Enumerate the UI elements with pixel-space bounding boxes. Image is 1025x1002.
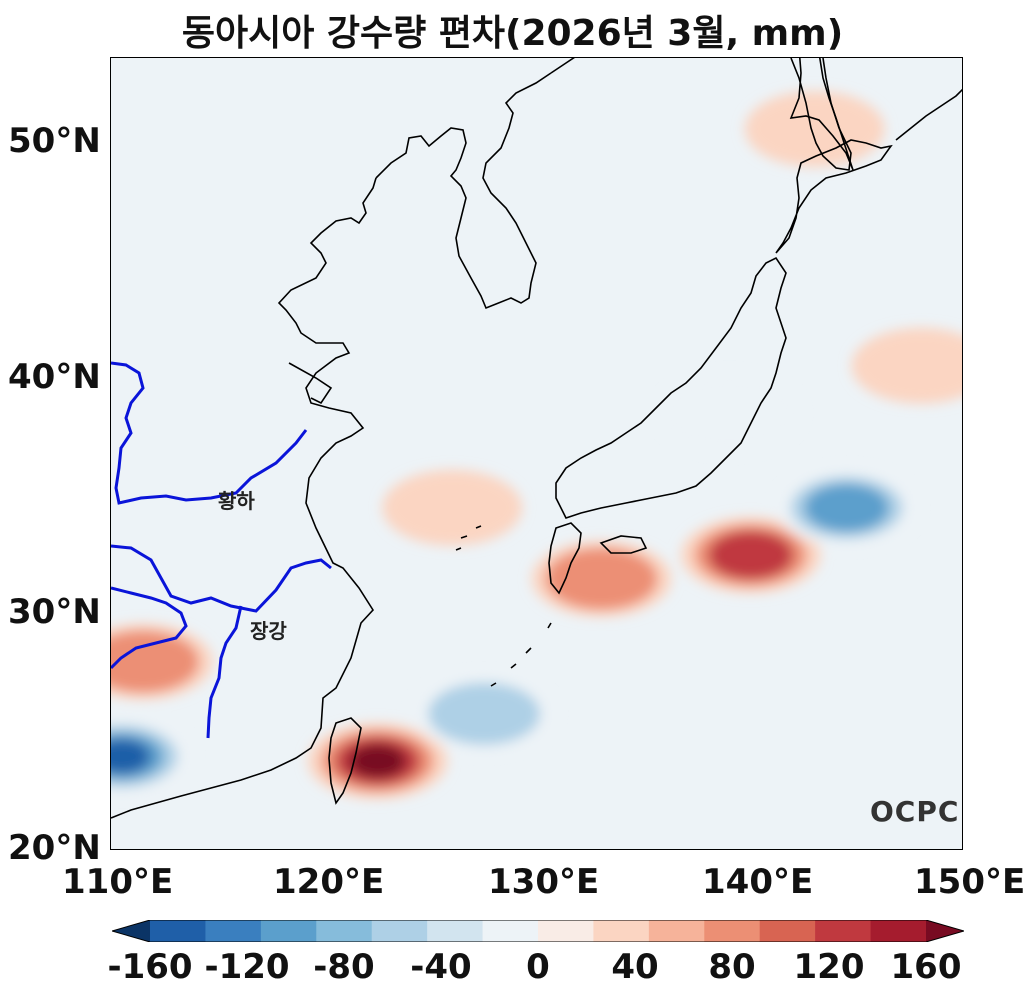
anomaly-region <box>851 327 962 404</box>
colorbar-cell <box>538 920 594 942</box>
colorbar-cell <box>205 920 262 942</box>
colorbar-cell <box>593 920 650 942</box>
map-title: 동아시아 강수량 편차(2026년 3월, mm) <box>181 13 844 54</box>
x-tick-label: 150°E <box>914 862 1025 902</box>
y-tick-label: 40°N <box>8 357 101 397</box>
colorbar-tick-label: 120 <box>793 947 865 987</box>
yellow-river-label: 황하 <box>218 489 255 513</box>
colorbar-tick-label: 160 <box>890 947 962 987</box>
colorbar-tick-label: 80 <box>708 947 756 987</box>
colorbar-tick-label: 0 <box>526 947 550 987</box>
anomaly-region <box>804 483 889 532</box>
x-tick-label: 140°E <box>702 862 814 902</box>
y-tick-label: 30°N <box>8 592 101 632</box>
ocpc-logo: OCPC <box>870 795 960 828</box>
rivers <box>111 361 332 739</box>
y-tick-label: 50°N <box>8 121 101 161</box>
colorbar-cell <box>482 920 539 942</box>
colorbar-cell <box>759 920 816 942</box>
x-tick-label: 110°E <box>62 862 174 902</box>
colorbar-cell <box>371 920 428 942</box>
colorbar-extend-min <box>112 920 150 942</box>
precip-anomaly-map <box>111 58 962 819</box>
map-panel <box>110 57 963 850</box>
anomaly-region <box>111 739 150 774</box>
x-tick-label: 130°E <box>488 862 600 902</box>
anomaly-region <box>349 744 406 779</box>
colorbar-cell <box>150 920 206 942</box>
anomaly-region <box>545 547 658 610</box>
colorbar-cell <box>704 920 761 942</box>
colorbar-tick-label: 40 <box>611 947 659 987</box>
anomaly-region <box>382 469 523 546</box>
anomaly-region <box>659 375 800 452</box>
colorbar-extend-max <box>926 920 964 942</box>
colorbar-tick-label: -160 <box>107 947 193 987</box>
coastlines <box>111 58 962 819</box>
colorbar-cell <box>260 920 317 942</box>
colorbar-cell <box>648 920 705 942</box>
anomaly-region <box>744 91 885 168</box>
colorbar-tick-label: -120 <box>204 947 290 987</box>
anomaly-region <box>111 630 199 693</box>
anomaly-region <box>428 682 541 745</box>
y-tick-label: 20°N <box>8 828 101 868</box>
colorbar-cell <box>316 920 373 942</box>
colorbar-cell <box>815 920 872 942</box>
colorbar-tick-label: -80 <box>313 947 375 987</box>
colorbar-tick-label: -40 <box>410 947 472 987</box>
colorbar-cell <box>870 920 927 942</box>
colorbar <box>112 920 964 942</box>
yangtze-river-label: 장강 <box>250 619 287 643</box>
x-tick-label: 120°E <box>273 862 385 902</box>
anomaly-region <box>708 531 793 580</box>
colorbar-cell <box>427 920 484 942</box>
